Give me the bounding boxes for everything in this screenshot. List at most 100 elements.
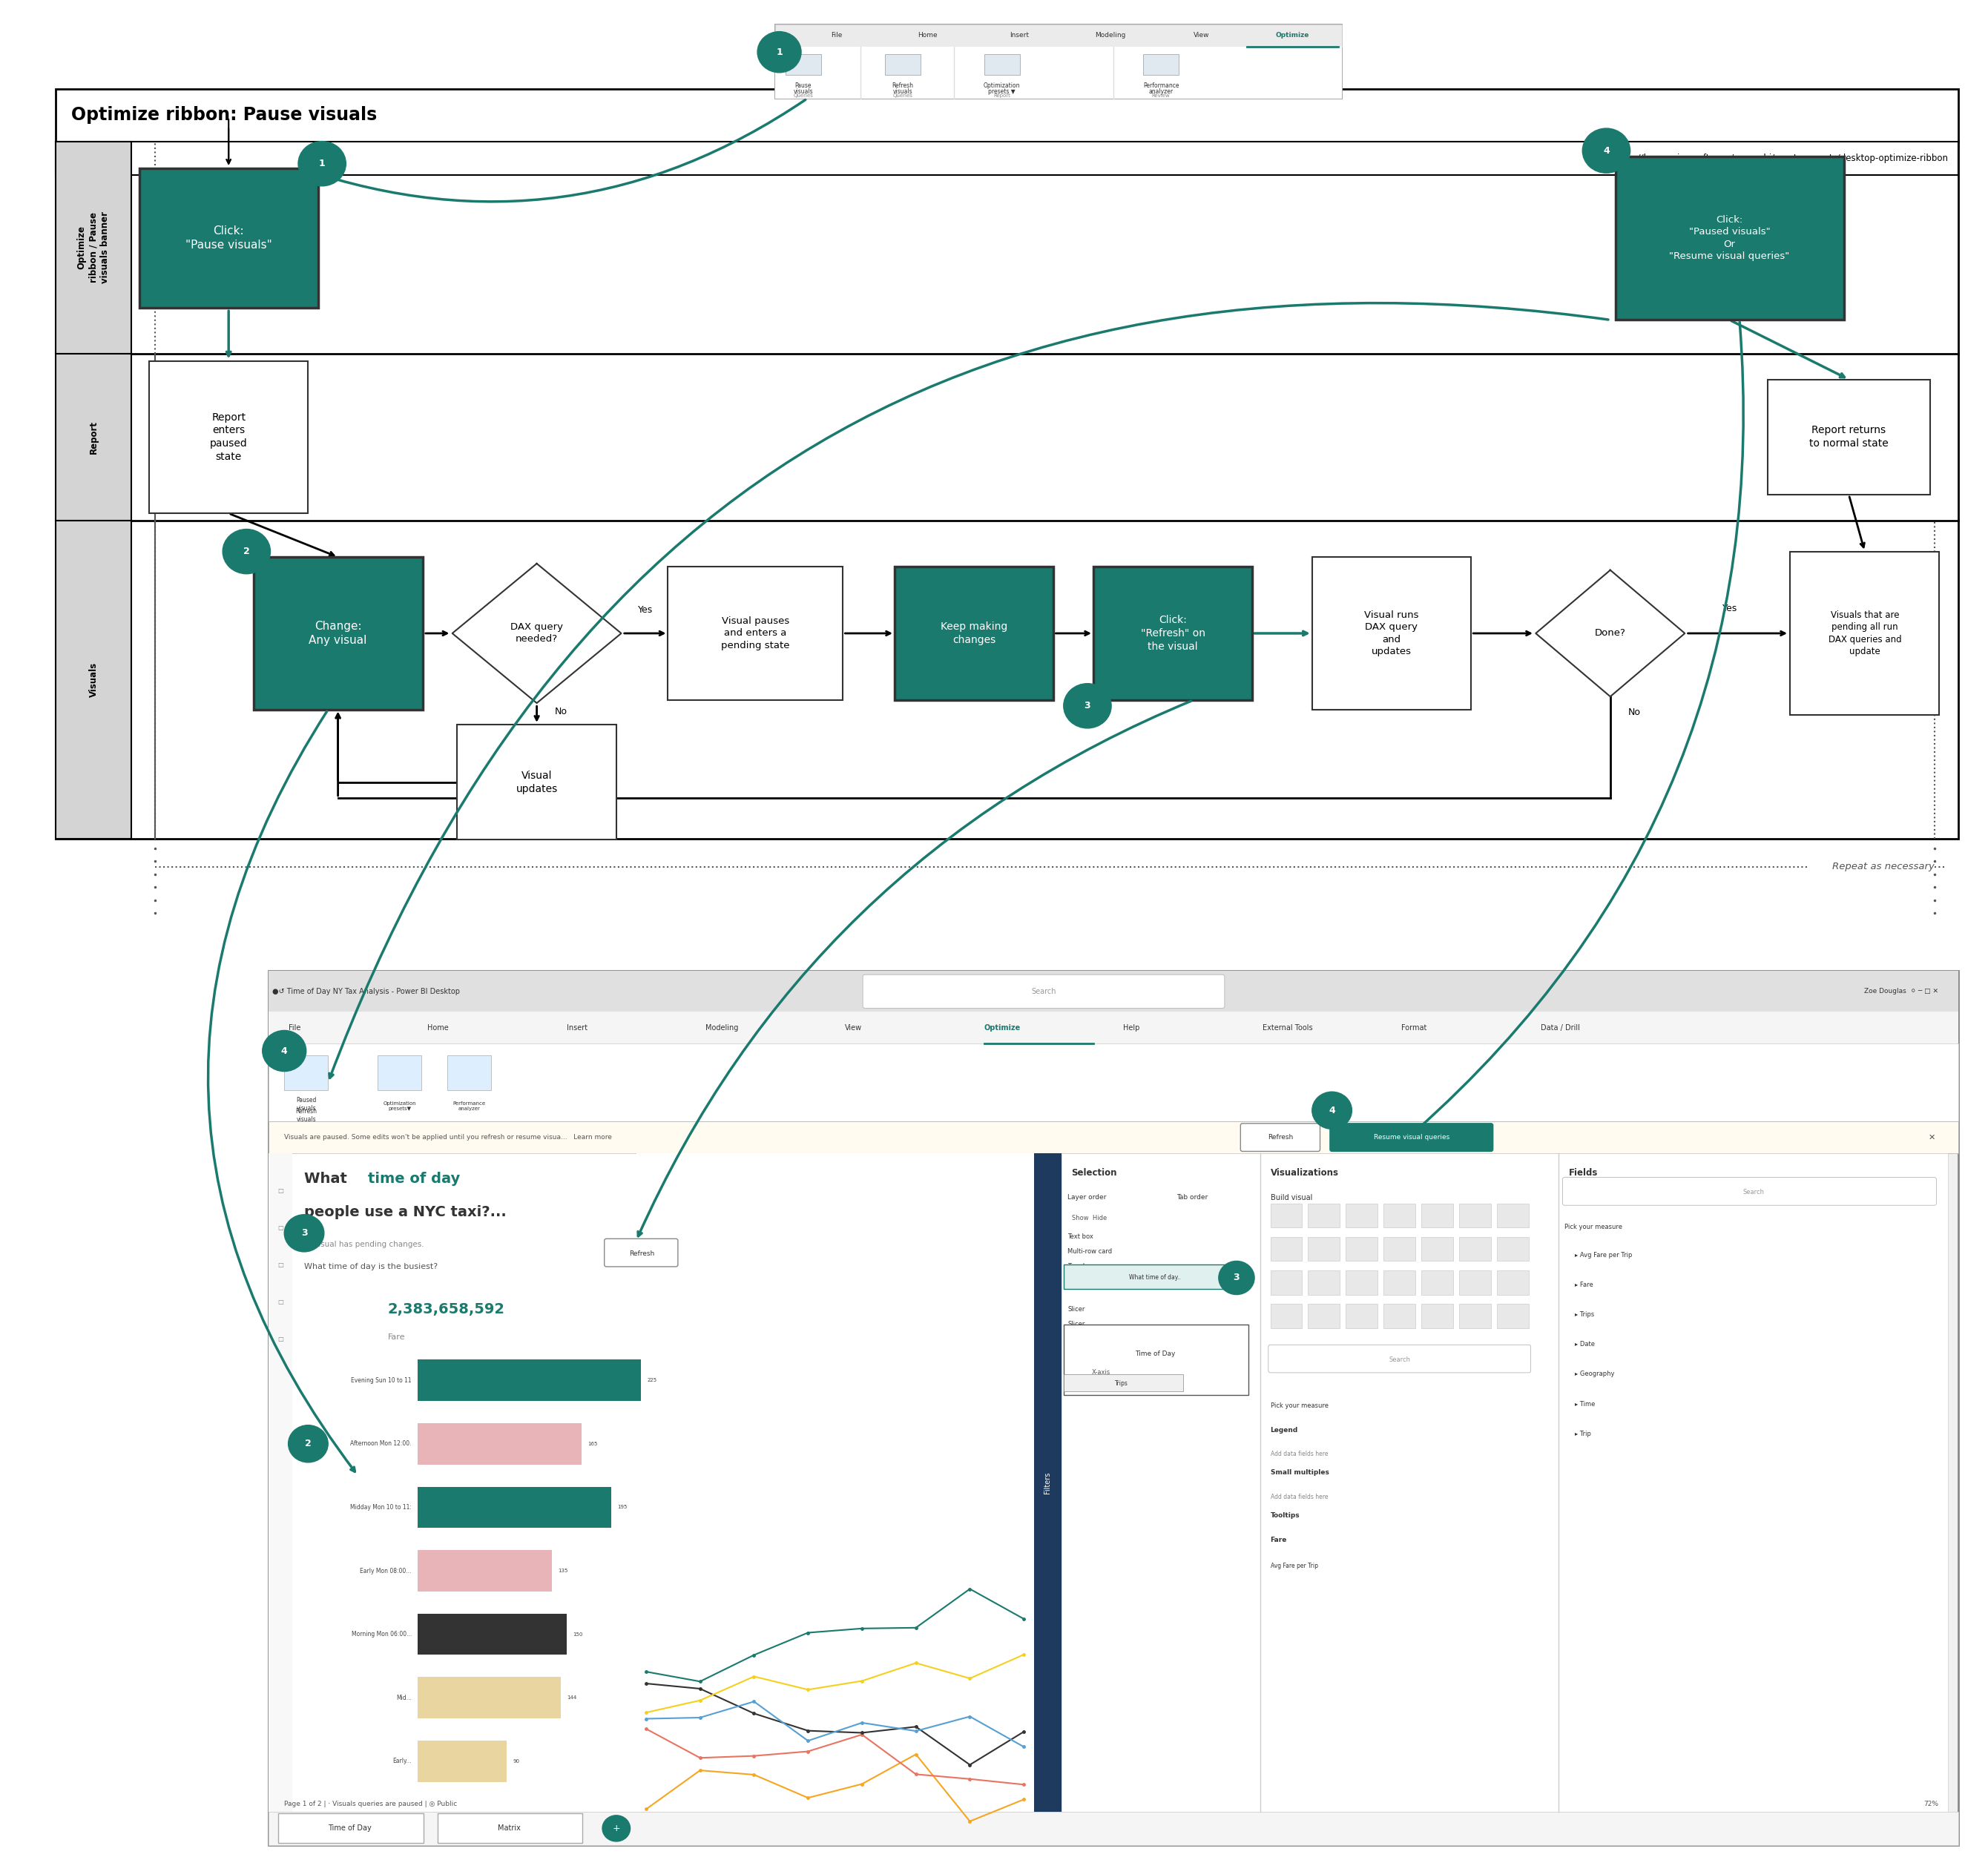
Text: What time of day is the busiest?: What time of day is the busiest? xyxy=(304,1263,437,1270)
FancyBboxPatch shape xyxy=(1459,1203,1491,1228)
Circle shape xyxy=(602,1815,630,1841)
FancyBboxPatch shape xyxy=(1064,1324,1248,1395)
Text: Optimize: Optimize xyxy=(1276,32,1310,39)
Text: 165: 165 xyxy=(588,1442,596,1445)
Text: Fare: Fare xyxy=(1270,1536,1286,1544)
Text: Morning Mon 06:00...: Morning Mon 06:00... xyxy=(352,1631,412,1637)
FancyBboxPatch shape xyxy=(417,1360,640,1401)
FancyBboxPatch shape xyxy=(1384,1270,1415,1295)
Text: Report: Report xyxy=(994,93,1010,99)
FancyBboxPatch shape xyxy=(604,1239,678,1267)
Polygon shape xyxy=(453,564,620,703)
Text: Home: Home xyxy=(427,1025,449,1030)
Text: Tab order: Tab order xyxy=(1177,1194,1209,1202)
Text: Change:
Any visual: Change: Any visual xyxy=(308,621,368,645)
Text: ▸ Avg Fare per Trip: ▸ Avg Fare per Trip xyxy=(1574,1252,1632,1259)
FancyBboxPatch shape xyxy=(775,24,1342,46)
Circle shape xyxy=(298,141,346,186)
FancyBboxPatch shape xyxy=(417,1678,561,1719)
FancyBboxPatch shape xyxy=(1421,1237,1453,1261)
Text: No: No xyxy=(555,707,567,716)
Text: Time of Day: Time of Day xyxy=(328,1825,372,1832)
Text: Visuals: Visuals xyxy=(89,662,97,698)
Text: Add data fields here: Add data fields here xyxy=(1270,1451,1328,1458)
Text: Small multiples: Small multiples xyxy=(1270,1469,1328,1477)
Text: Selection: Selection xyxy=(1072,1168,1117,1177)
Text: Slicer: Slicer xyxy=(1068,1306,1085,1313)
Text: ✕: ✕ xyxy=(1928,1135,1934,1140)
Text: What: What xyxy=(304,1172,352,1187)
Text: presets ▼: presets ▼ xyxy=(988,89,1016,95)
FancyBboxPatch shape xyxy=(417,1549,553,1592)
FancyBboxPatch shape xyxy=(984,54,1020,74)
FancyBboxPatch shape xyxy=(268,1122,1958,1153)
Text: ●↺ Time of Day NY Tax Analysis - Power BI Desktop: ●↺ Time of Day NY Tax Analysis - Power B… xyxy=(272,988,459,995)
Circle shape xyxy=(1064,683,1111,727)
FancyBboxPatch shape xyxy=(1384,1237,1415,1261)
FancyBboxPatch shape xyxy=(254,558,423,709)
Text: Matrix: Matrix xyxy=(497,1825,521,1832)
Text: 225: 225 xyxy=(648,1378,656,1382)
Text: analyzer: analyzer xyxy=(1149,89,1173,95)
Text: Search: Search xyxy=(1390,1356,1409,1363)
FancyBboxPatch shape xyxy=(1789,551,1938,714)
FancyBboxPatch shape xyxy=(437,1813,582,1843)
Text: 150: 150 xyxy=(573,1631,582,1637)
FancyBboxPatch shape xyxy=(1346,1203,1378,1228)
Text: No: No xyxy=(1628,709,1640,718)
FancyBboxPatch shape xyxy=(1268,1345,1531,1373)
FancyBboxPatch shape xyxy=(1270,1270,1302,1295)
FancyBboxPatch shape xyxy=(417,1486,612,1527)
FancyBboxPatch shape xyxy=(1421,1203,1453,1228)
FancyBboxPatch shape xyxy=(149,361,308,513)
Text: Search: Search xyxy=(1032,988,1056,995)
FancyBboxPatch shape xyxy=(1308,1304,1340,1328)
Text: Evening Sun 10 to 11: Evening Sun 10 to 11 xyxy=(352,1376,412,1384)
FancyBboxPatch shape xyxy=(1421,1270,1453,1295)
Text: Report returns
to normal state: Report returns to normal state xyxy=(1809,426,1889,448)
Text: Page 1 of 2 | ⋅ Visuals queries are paused | ◎ Public: Page 1 of 2 | ⋅ Visuals queries are paus… xyxy=(284,1800,457,1808)
Text: Pick your measure: Pick your measure xyxy=(1565,1224,1622,1231)
Text: Data / Drill: Data / Drill xyxy=(1541,1025,1580,1030)
Text: DAX query
needed?: DAX query needed? xyxy=(511,623,563,644)
Text: Fields: Fields xyxy=(1569,1168,1598,1177)
Circle shape xyxy=(757,32,801,73)
FancyBboxPatch shape xyxy=(775,46,1342,99)
Text: Repeat as necessary: Repeat as necessary xyxy=(1833,861,1934,872)
Text: Optimize ribbon: Pause visuals: Optimize ribbon: Pause visuals xyxy=(72,106,378,125)
Text: Zoe Douglas  ⚪ ─ □ ✕: Zoe Douglas ⚪ ─ □ ✕ xyxy=(1865,988,1938,995)
Text: □: □ xyxy=(278,1298,282,1306)
FancyBboxPatch shape xyxy=(1459,1270,1491,1295)
Text: Performance
analyzer: Performance analyzer xyxy=(453,1101,485,1110)
Text: ▸ Trips: ▸ Trips xyxy=(1574,1311,1594,1319)
FancyBboxPatch shape xyxy=(278,1813,423,1843)
FancyBboxPatch shape xyxy=(1346,1237,1378,1261)
FancyBboxPatch shape xyxy=(268,1153,292,1812)
Text: Filters: Filters xyxy=(1044,1471,1052,1494)
FancyBboxPatch shape xyxy=(1308,1203,1340,1228)
Text: https://learn.microsoft.com/power-bi/create-reports/desktop-optimize-ribbon: https://learn.microsoft.com/power-bi/cre… xyxy=(1612,153,1948,164)
Text: Refresh: Refresh xyxy=(1268,1135,1292,1140)
Text: Optimize: Optimize xyxy=(984,1025,1020,1030)
Circle shape xyxy=(1219,1261,1254,1295)
Text: □: □ xyxy=(278,1261,282,1269)
FancyBboxPatch shape xyxy=(1346,1304,1378,1328)
FancyBboxPatch shape xyxy=(1034,1153,1062,1812)
Text: Paused
visuals: Paused visuals xyxy=(296,1097,316,1112)
Text: Modeling: Modeling xyxy=(1095,32,1125,39)
Text: visuals: visuals xyxy=(793,89,813,95)
Text: Trips: Trips xyxy=(1115,1380,1127,1388)
Text: Resume visual queries: Resume visual queries xyxy=(1374,1135,1449,1140)
FancyBboxPatch shape xyxy=(1062,1153,1948,1812)
Text: Review: Review xyxy=(1151,93,1171,99)
Text: Modeling: Modeling xyxy=(706,1025,740,1030)
Text: 4: 4 xyxy=(280,1045,288,1056)
Text: Search: Search xyxy=(1743,1189,1763,1196)
Circle shape xyxy=(284,1215,324,1252)
Text: Early Mon 08:00...: Early Mon 08:00... xyxy=(360,1568,412,1574)
Circle shape xyxy=(1312,1092,1352,1129)
FancyBboxPatch shape xyxy=(56,521,131,839)
Text: 1: 1 xyxy=(318,158,326,169)
FancyBboxPatch shape xyxy=(284,1055,328,1090)
Text: 2: 2 xyxy=(243,547,250,556)
